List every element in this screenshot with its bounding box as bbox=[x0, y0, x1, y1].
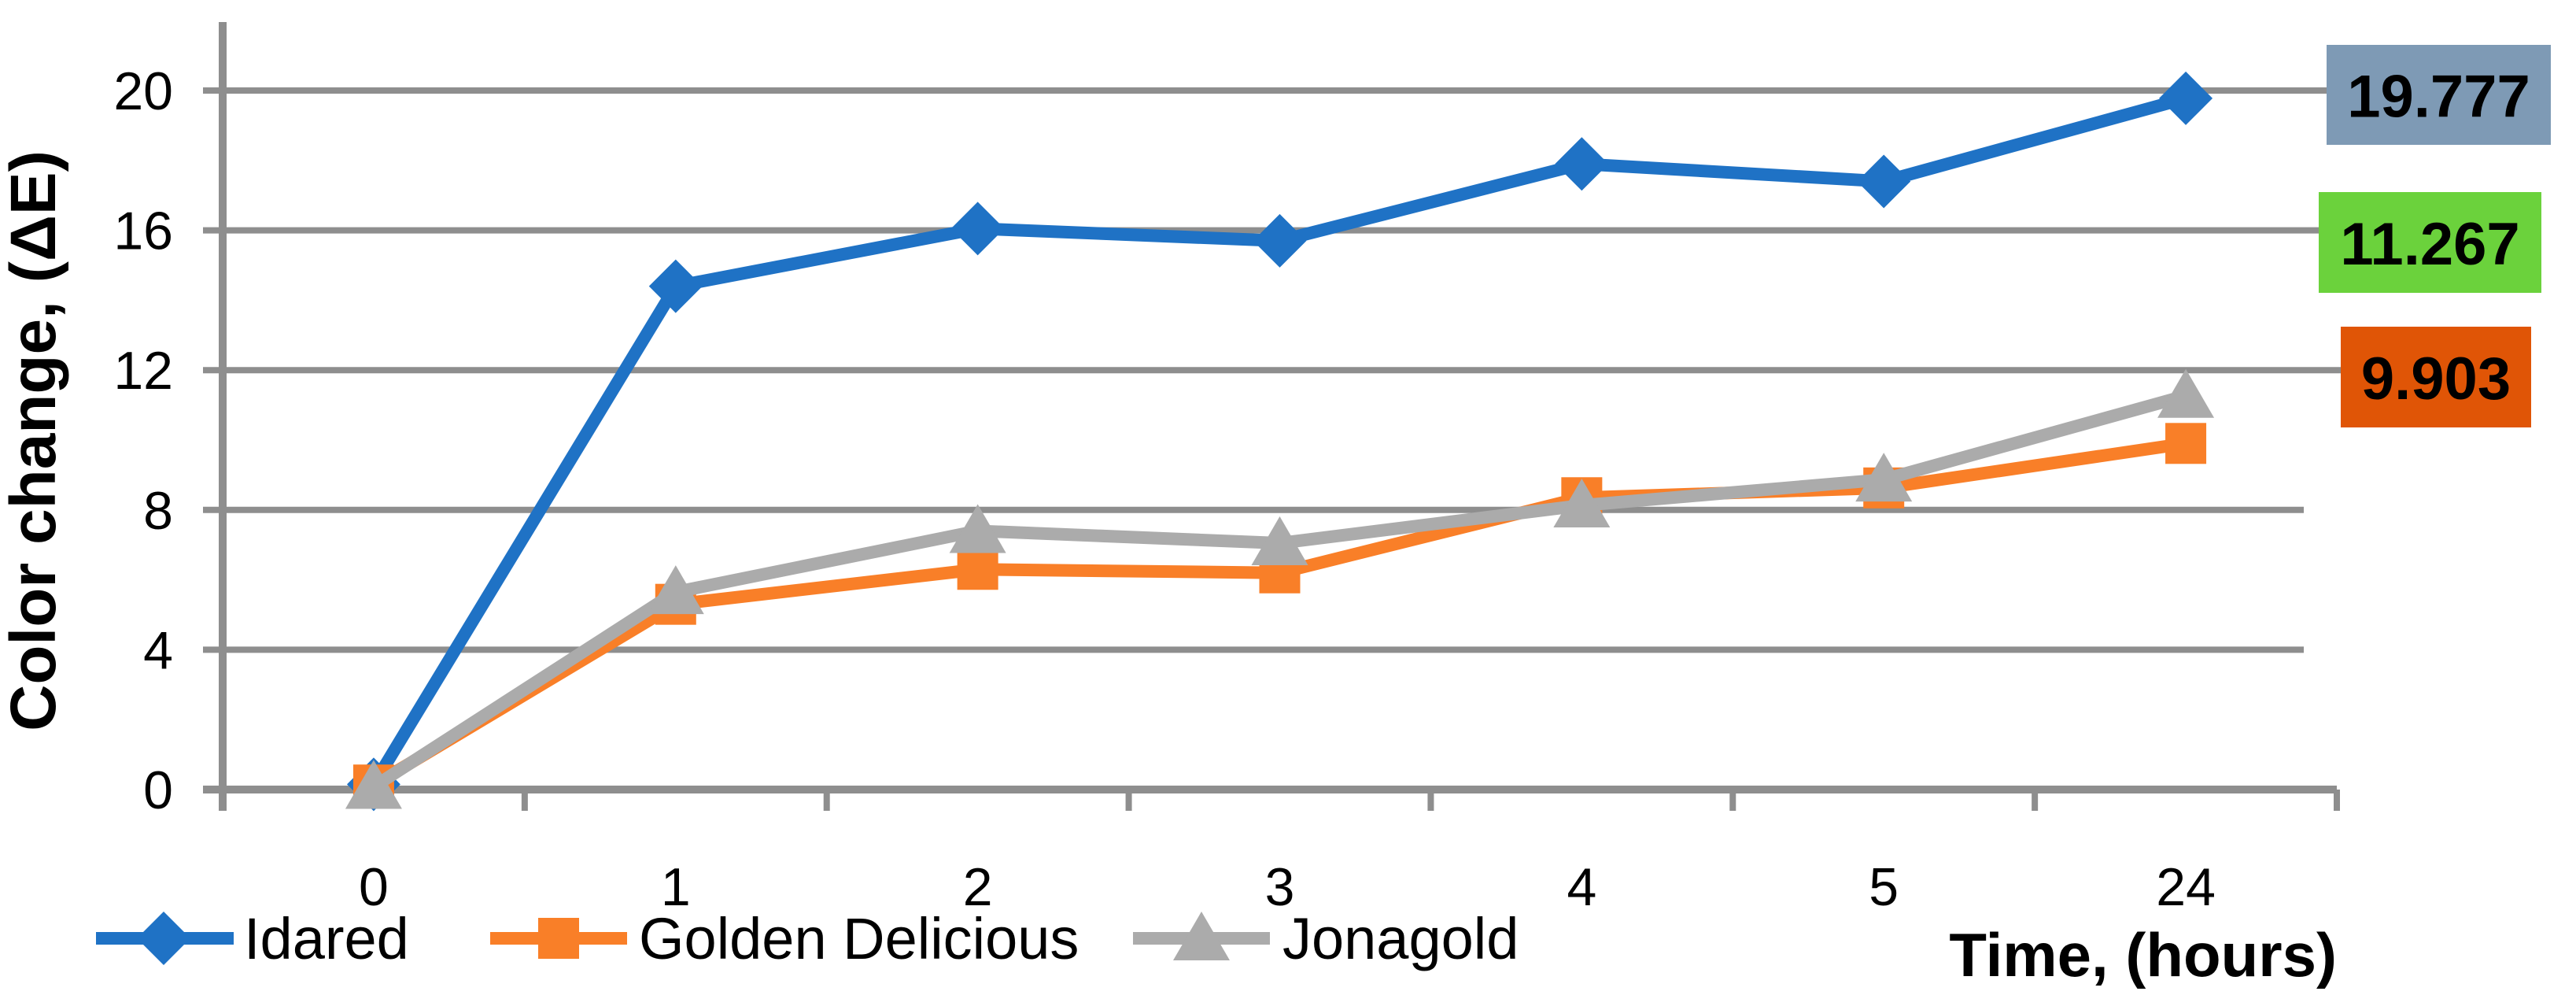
legend-label: Golden Delicious bbox=[639, 906, 1079, 971]
end-label-jonagold: 11.267 bbox=[2319, 192, 2541, 293]
data-point-marker bbox=[957, 549, 998, 590]
end-label-value: 19.777 bbox=[2347, 64, 2530, 131]
legend: Idared Golden Delicious Jonagold bbox=[96, 906, 1519, 971]
y-tick-label: 4 bbox=[143, 620, 173, 680]
x-axis-title: Time, (hours) bbox=[1949, 920, 2337, 989]
series-idared bbox=[346, 71, 2213, 812]
data-point-marker bbox=[648, 259, 703, 313]
data-point-marker bbox=[949, 504, 1006, 553]
data-point-marker bbox=[1251, 516, 1308, 565]
data-point-marker bbox=[647, 565, 704, 615]
data-point-marker bbox=[1857, 154, 1911, 209]
end-label-golden-delicious: 9.903 bbox=[2341, 327, 2531, 427]
data-point-marker bbox=[1555, 137, 1609, 191]
y-tick-label: 0 bbox=[143, 760, 173, 820]
data-point-marker bbox=[1855, 453, 1913, 502]
y-tick-label: 20 bbox=[113, 61, 173, 121]
legend-marker bbox=[1173, 912, 1230, 960]
x-tick-label: 1 bbox=[661, 857, 691, 917]
y-axis-title: Color change, (ΔE) bbox=[0, 150, 69, 731]
data-point-marker bbox=[2159, 71, 2213, 125]
x-tick-label: 0 bbox=[359, 857, 389, 917]
end-label-box bbox=[2319, 192, 2541, 293]
data-point-marker bbox=[1553, 479, 1611, 528]
x-tick-label: 5 bbox=[1869, 857, 1899, 917]
x-tick-label: 24 bbox=[2156, 857, 2216, 917]
x-tick-label: 3 bbox=[1265, 857, 1295, 917]
data-point-marker bbox=[2157, 368, 2215, 418]
series-line bbox=[368, 92, 2188, 788]
data-point-marker bbox=[2165, 423, 2207, 464]
data-point-marker bbox=[345, 760, 402, 809]
legend-marker bbox=[538, 918, 579, 959]
data-point-marker bbox=[950, 202, 1005, 256]
end-label-box bbox=[2341, 327, 2531, 427]
end-label-box bbox=[2327, 45, 2551, 145]
legend-label: Idared bbox=[244, 906, 409, 971]
series-jonagold bbox=[345, 368, 2215, 809]
data-point-marker bbox=[1253, 213, 1307, 268]
y-tick-label: 16 bbox=[113, 202, 173, 261]
legend-item-idared: Idared bbox=[96, 906, 409, 971]
legend-item-golden-delicious: Golden Delicious bbox=[490, 906, 1079, 971]
end-label-idared: 19.777 bbox=[2327, 45, 2551, 145]
legend-item-jonagold: Jonagold bbox=[1133, 906, 1519, 971]
x-tick-labels: 0 1 2 3 4 5 24 bbox=[359, 857, 2216, 917]
y-tick-label: 12 bbox=[113, 341, 173, 401]
end-label-value: 9.903 bbox=[2361, 346, 2511, 412]
y-tick-label: 8 bbox=[143, 481, 173, 541]
legend-marker bbox=[137, 912, 190, 965]
gridlines bbox=[203, 87, 2304, 793]
end-label-value: 11.267 bbox=[2340, 211, 2519, 278]
x-tick-label: 2 bbox=[963, 857, 993, 917]
x-tick-label: 4 bbox=[1567, 857, 1596, 917]
y-tick-labels: 0 4 8 12 16 20 bbox=[113, 61, 173, 820]
legend-label: Jonagold bbox=[1282, 906, 1519, 971]
